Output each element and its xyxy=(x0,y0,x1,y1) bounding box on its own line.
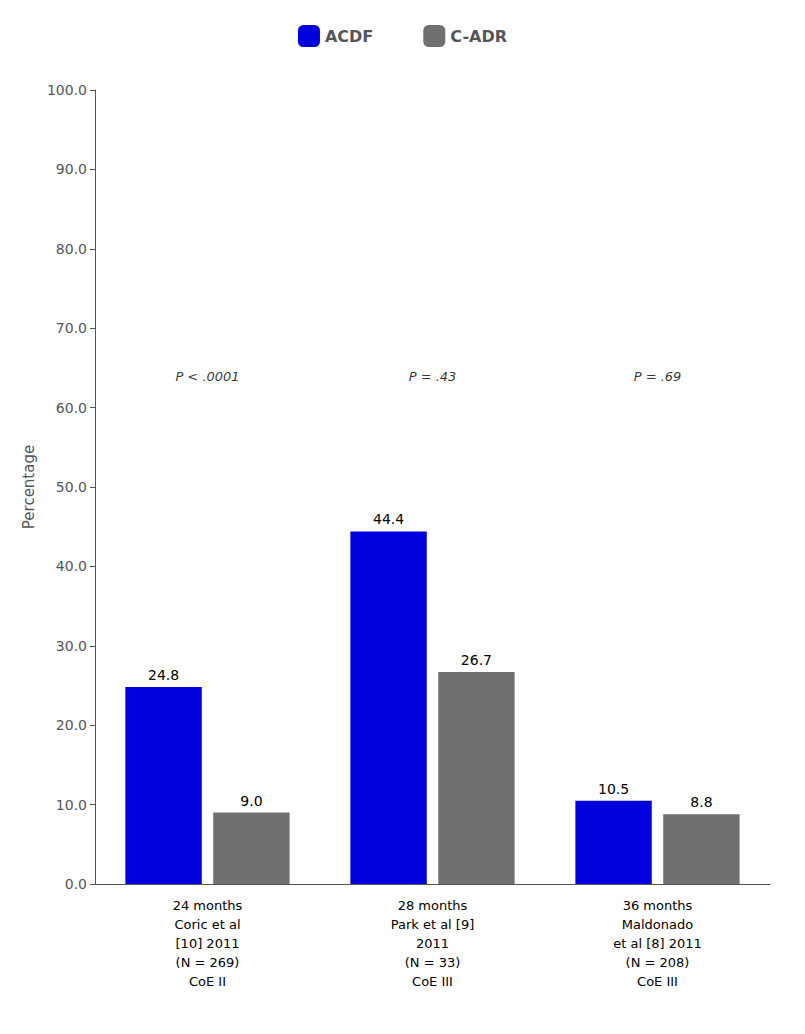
svg-text:[10] 2011: [10] 2011 xyxy=(176,936,240,951)
svg-text:10.5: 10.5 xyxy=(598,781,629,797)
svg-text:36 months: 36 months xyxy=(623,898,693,913)
svg-text:90.0: 90.0 xyxy=(56,161,87,177)
svg-text:40.0: 40.0 xyxy=(56,558,87,574)
svg-text:20.0: 20.0 xyxy=(56,717,87,733)
svg-text:9.0: 9.0 xyxy=(240,793,262,809)
svg-text:24.8: 24.8 xyxy=(148,667,179,683)
svg-text:Coric et al: Coric et al xyxy=(174,917,240,932)
svg-text:60.0: 60.0 xyxy=(56,400,87,416)
svg-text:Maldonado: Maldonado xyxy=(622,917,693,932)
svg-text:8.8: 8.8 xyxy=(690,794,712,810)
svg-text:CoE III: CoE III xyxy=(637,974,678,989)
svg-text:44.4: 44.4 xyxy=(373,511,404,527)
svg-text:Park et al [9]: Park et al [9] xyxy=(391,917,475,932)
svg-text:(N = 269): (N = 269) xyxy=(176,955,240,970)
svg-text:0.0: 0.0 xyxy=(65,876,87,892)
svg-text:2011: 2011 xyxy=(416,936,449,951)
svg-text:CoE III: CoE III xyxy=(412,974,453,989)
svg-text:P = .43: P = .43 xyxy=(409,369,457,384)
svg-text:100.0: 100.0 xyxy=(47,82,87,98)
svg-text:P < .0001: P < .0001 xyxy=(175,369,239,384)
svg-text:80.0: 80.0 xyxy=(56,241,87,257)
svg-text:70.0: 70.0 xyxy=(56,320,87,336)
svg-text:28 months: 28 months xyxy=(398,898,468,913)
svg-text:50.0: 50.0 xyxy=(56,479,87,495)
svg-text:P = .69: P = .69 xyxy=(634,369,682,384)
svg-text:(N = 208): (N = 208) xyxy=(626,955,690,970)
svg-text:ACDF: ACDF xyxy=(325,27,373,46)
svg-text:et al [8] 2011: et al [8] 2011 xyxy=(613,936,702,951)
svg-text:(N = 33): (N = 33) xyxy=(405,955,461,970)
svg-text:24 months: 24 months xyxy=(173,898,243,913)
svg-text:30.0: 30.0 xyxy=(56,638,87,654)
svg-text:26.7: 26.7 xyxy=(461,652,492,668)
svg-text:CoE II: CoE II xyxy=(189,974,226,989)
svg-text:Percentage: Percentage xyxy=(20,445,38,529)
svg-text:10.0: 10.0 xyxy=(56,797,87,813)
svg-text:C-ADR: C-ADR xyxy=(450,27,507,46)
